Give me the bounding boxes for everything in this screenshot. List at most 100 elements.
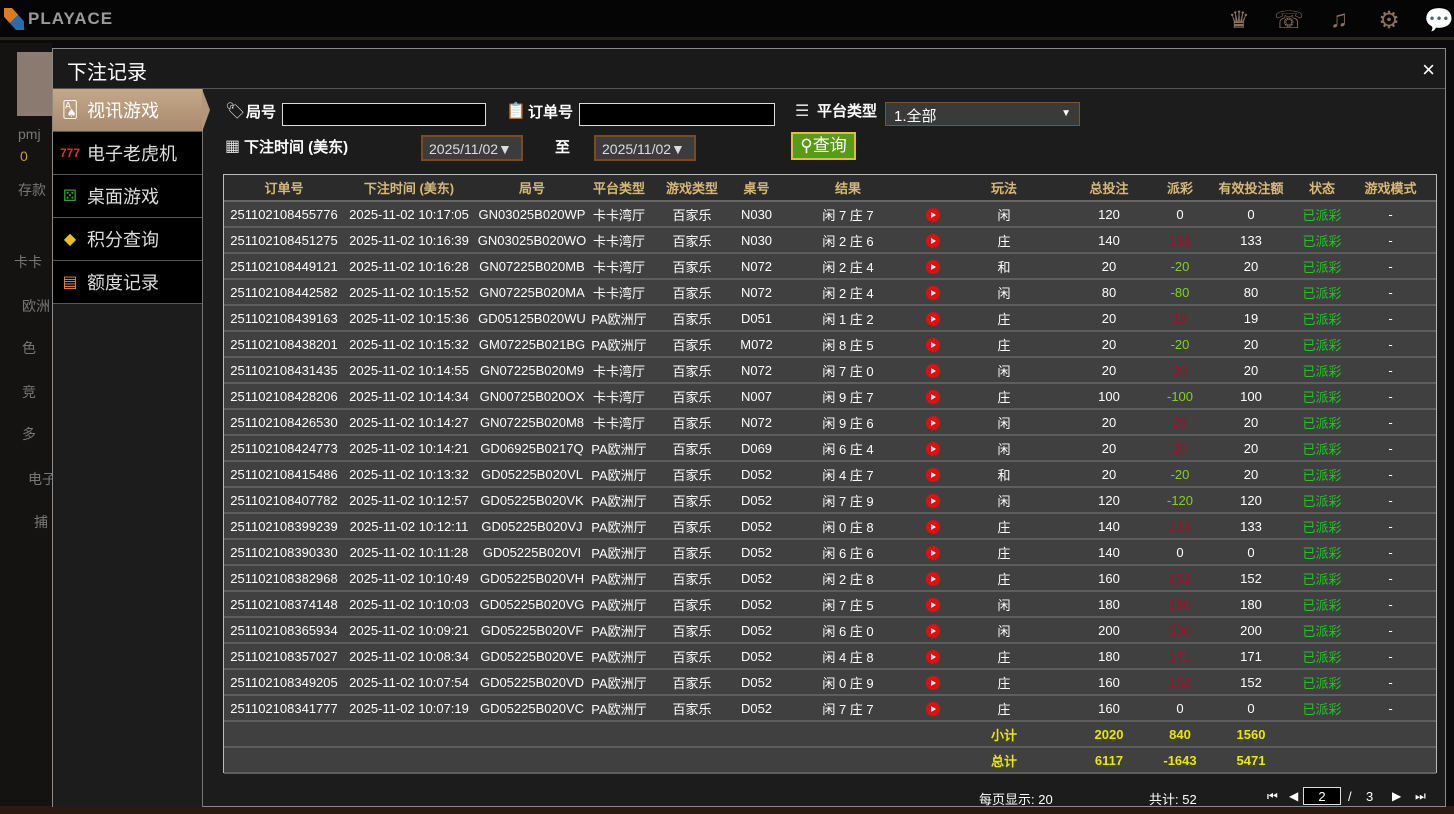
cell-bet-time: 2025-11-02 10:08:34 bbox=[344, 643, 474, 670]
logo-text: PLAYACE bbox=[28, 9, 114, 28]
replay-button[interactable] bbox=[919, 695, 947, 722]
replay-button[interactable] bbox=[919, 201, 947, 228]
cell-payout: 0 bbox=[1157, 201, 1203, 228]
first-page-icon[interactable]: ⏮ bbox=[1267, 789, 1278, 803]
replay-button[interactable] bbox=[919, 643, 947, 670]
subtotal-row-total-bet: 2020 bbox=[1061, 721, 1157, 748]
bg-balance: 0 bbox=[20, 148, 28, 164]
cell-order-no: 251102108426530 bbox=[224, 409, 344, 436]
cell-bet-type: 庄 bbox=[947, 383, 1061, 410]
cell-game-mode: - bbox=[1345, 357, 1436, 384]
date-to-picker[interactable]: 2025/11/02▼ bbox=[594, 135, 696, 161]
cell-table-no: N030 bbox=[736, 201, 777, 228]
cell-status: 已派彩 bbox=[1299, 227, 1345, 254]
last-page-icon[interactable]: ⏭ bbox=[1415, 789, 1426, 803]
replay-button[interactable] bbox=[919, 435, 947, 462]
menu-item-live-games[interactable]: 🂡 视讯游戏 bbox=[53, 89, 210, 132]
round-input[interactable] bbox=[282, 103, 486, 126]
clipboard-icon: 📋 bbox=[506, 103, 526, 120]
cell-order-no: 251102108390330 bbox=[224, 539, 344, 566]
cell-status: 已派彩 bbox=[1299, 695, 1345, 722]
music-icon[interactable]: ♫ bbox=[1330, 6, 1348, 33]
cell-total-bet: 200 bbox=[1061, 617, 1157, 644]
cell-result: 闲 2 庄 8 bbox=[777, 565, 919, 592]
close-icon[interactable]: × bbox=[1422, 57, 1435, 82]
cell-bet-type: 闲 bbox=[947, 435, 1061, 462]
cell-payout: 0 bbox=[1157, 695, 1203, 722]
cell-game-type: 百家乐 bbox=[648, 513, 736, 540]
cell-platform: 卡卡湾厅 bbox=[590, 279, 648, 306]
replay-button[interactable] bbox=[919, 383, 947, 410]
customer-service-icon[interactable]: ☏ bbox=[1274, 7, 1305, 34]
menu-item-slots[interactable]: 777 电子老虎机 bbox=[53, 132, 202, 175]
cell-payout: -80 bbox=[1157, 279, 1203, 306]
search-icon: ⚲ bbox=[800, 136, 813, 155]
replay-button[interactable] bbox=[919, 357, 947, 384]
replay-button[interactable] bbox=[919, 487, 947, 514]
replay-button[interactable] bbox=[919, 331, 947, 358]
date-from-picker[interactable]: 2025/11/02▼ bbox=[421, 135, 523, 161]
replay-button[interactable] bbox=[919, 279, 947, 306]
play-icon bbox=[926, 337, 940, 352]
cell-status: 已派彩 bbox=[1299, 279, 1345, 306]
cell-round-no: GN07225B020MA bbox=[474, 279, 590, 306]
replay-button[interactable] bbox=[919, 591, 947, 618]
cell-game-mode: - bbox=[1345, 461, 1436, 488]
bet-record-modal: 下注记录 × 🂡 视讯游戏 777 电子老虎机 ⚄ 桌面游戏 ◆ 积分查询 ▤ 额度记录 … bbox=[52, 48, 1446, 807]
menu-item-points[interactable]: ◆ 积分查询 bbox=[53, 218, 202, 261]
gear-icon[interactable]: ⚙ bbox=[1378, 7, 1400, 34]
total-row-valid-bet: 5471 bbox=[1203, 747, 1299, 774]
cell-order-no: 251102108399239 bbox=[224, 513, 344, 540]
table-row: 251102108407782 2025-11-02 10:12:57 GD0522… bbox=[224, 487, 1436, 514]
replay-button[interactable] bbox=[919, 253, 947, 280]
replay-button[interactable] bbox=[919, 305, 947, 332]
prev-page-icon[interactable]: ◀ bbox=[1289, 789, 1299, 803]
spacer bbox=[224, 721, 947, 748]
cell-platform: 卡卡湾厅 bbox=[590, 227, 648, 254]
cell-bet-time: 2025-11-02 10:15:36 bbox=[344, 305, 474, 332]
cell-total-bet: 100 bbox=[1061, 383, 1157, 410]
cell-table-no: D051 bbox=[736, 305, 777, 332]
cell-platform: PA欧洲厅 bbox=[590, 539, 648, 566]
menu-item-table-games[interactable]: ⚄ 桌面游戏 bbox=[53, 175, 202, 218]
next-page-icon[interactable]: ▶ bbox=[1392, 789, 1402, 803]
modal-titlebar: 下注记录 × bbox=[53, 49, 1445, 89]
cell-round-no: GD05225B020VH bbox=[474, 565, 590, 592]
replay-button[interactable] bbox=[919, 227, 947, 254]
platform-label: 平台类型 bbox=[817, 103, 878, 120]
platform-select[interactable]: 1.全部 ▼ bbox=[885, 102, 1080, 126]
replay-button[interactable] bbox=[919, 409, 947, 436]
table-row: 251102108426530 2025-11-02 10:14:27 GN0722… bbox=[224, 409, 1436, 436]
cell-platform: 卡卡湾厅 bbox=[590, 409, 648, 436]
cell-result: 闲 6 庄 4 bbox=[777, 435, 919, 462]
column-header-replay bbox=[919, 175, 947, 202]
cell-status: 已派彩 bbox=[1299, 669, 1345, 696]
cell-platform: 卡卡湾厅 bbox=[590, 253, 648, 280]
cell-result: 闲 4 庄 8 bbox=[777, 643, 919, 670]
cell-bet-type: 庄 bbox=[947, 669, 1061, 696]
replay-button[interactable] bbox=[919, 617, 947, 644]
query-button[interactable]: ⚲查询 bbox=[791, 132, 856, 160]
cell-round-no: GN07225B020M9 bbox=[474, 357, 590, 384]
page-input[interactable] bbox=[1303, 787, 1341, 805]
total-row-payout: -1643 bbox=[1157, 747, 1203, 774]
cell-table-no: D052 bbox=[736, 487, 777, 514]
cell-total-bet: 20 bbox=[1061, 409, 1157, 436]
replay-button[interactable] bbox=[919, 565, 947, 592]
cell-bet-type: 闲 bbox=[947, 279, 1061, 306]
cell-total-bet: 120 bbox=[1061, 487, 1157, 514]
vip-icon[interactable]: ♛ bbox=[1228, 7, 1250, 34]
replay-button[interactable] bbox=[919, 461, 947, 488]
cell-round-no: GN03025B020WP bbox=[474, 201, 590, 228]
replay-button[interactable] bbox=[919, 513, 947, 540]
cell-valid-bet: 20 bbox=[1203, 331, 1299, 358]
cell-total-bet: 140 bbox=[1061, 539, 1157, 566]
replay-button[interactable] bbox=[919, 539, 947, 566]
cell-total-bet: 20 bbox=[1061, 461, 1157, 488]
cell-total-bet: 80 bbox=[1061, 279, 1157, 306]
replay-button[interactable] bbox=[919, 669, 947, 696]
order-input[interactable] bbox=[579, 103, 775, 126]
chat-icon[interactable]: 💬 bbox=[1424, 7, 1454, 34]
menu-item-credit-records[interactable]: ▤ 额度记录 bbox=[53, 261, 202, 304]
cell-valid-bet: 20 bbox=[1203, 357, 1299, 384]
